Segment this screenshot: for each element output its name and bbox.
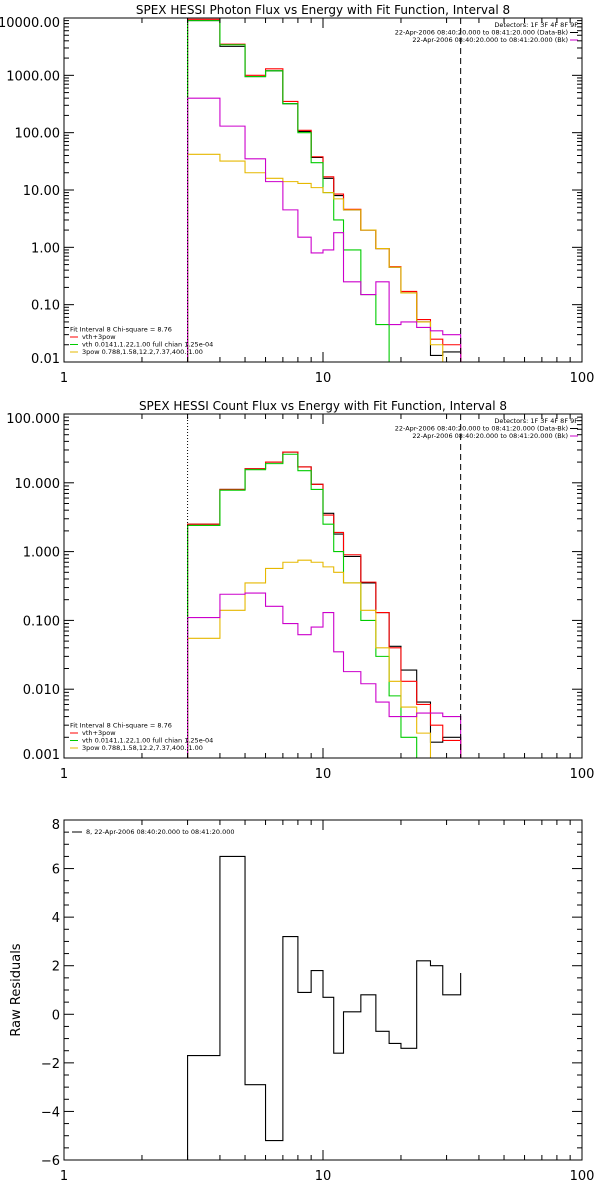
series-line-1 (187, 20, 462, 362)
y-tick-label: 100.00 (15, 127, 61, 142)
x-tick-label: 1 (60, 767, 68, 782)
series-group (187, 855, 462, 1160)
panel-2: SPEX HESSI Count Flux vs Energy with Fit… (6, 399, 595, 782)
y-tick-label: 1.000 (23, 546, 60, 561)
x-tick-label: 100 (570, 1169, 595, 1184)
fit-legend-entry: 3pow 0.788,1.58,12.2,7.37,400.,1.00 (82, 744, 203, 752)
fit-legend-entry: 3pow 0.788,1.58,12.2,7.37,400.,1.00 (82, 348, 203, 356)
y-tick-label: −4 (41, 1105, 60, 1120)
y-tick-label: 0.010 (23, 683, 60, 698)
series-group (187, 451, 462, 758)
series-line-4 (187, 559, 444, 758)
x-tick-label: 10 (315, 1169, 332, 1184)
y-tick-label: 6 (52, 863, 60, 878)
info-line-1: Detectors: 1F 3F 4F 8F 9F (494, 21, 578, 29)
y-tick-label: 1.00 (31, 241, 60, 256)
x-tick-label: 10 (315, 371, 332, 386)
series-line-1 (187, 451, 462, 758)
x-tick-label: 1 (60, 1169, 68, 1184)
panel-3: 1 10 100 −6 −4 −2 0 2 4 6 8 Raw Residuals 8, 22-Apr-… (9, 818, 595, 1184)
series-line-5 (187, 592, 462, 758)
y-tick-label: 0.100 (23, 614, 60, 629)
y-tick-label: 0.001 (23, 748, 60, 763)
x-tick-label: 10 (315, 767, 332, 782)
panel-1: SPEX HESSI Photon Flux vs Energy with Fi… (0, 3, 595, 386)
fit-legend-header: Fit Interval 8 Chi-square = 8.76 (70, 326, 172, 334)
y-tick-label: 4 (52, 911, 60, 926)
x-tick-label: 1 (60, 371, 68, 386)
series-line-2 (187, 451, 462, 758)
y-tick-label: −6 (41, 1154, 60, 1169)
series-line-5 (187, 97, 462, 362)
y-tick-label: 100.000 (6, 412, 60, 427)
residual-legend: 8, 22-Apr-2006 08:40:20.000 to 08:41:20.… (86, 828, 235, 836)
y-tick-label: 8 (52, 818, 60, 833)
fit-legend-entry: vth+3pow (82, 333, 116, 341)
plot-frame (63, 413, 583, 759)
y-tick-label: 10.000 (15, 477, 61, 492)
series-line-4 (187, 153, 462, 362)
info-line-3: 22-Apr-2006 08:40:20.000 to 08:41:20.000… (412, 432, 568, 440)
y-tick-label: −2 (41, 1057, 60, 1072)
chart-title: SPEX HESSI Count Flux vs Energy with Fit… (139, 399, 507, 413)
fit-legend-header: Fit Interval 8 Chi-square = 8.76 (70, 722, 172, 730)
series-line-2 (187, 18, 462, 362)
info-line-3: 22-Apr-2006 08:40:20.000 to 08:41:20.000… (412, 36, 568, 44)
y-axis-label: Raw Residuals (9, 943, 24, 1036)
y-tick-label: 2 (52, 960, 60, 975)
y-tick-label: 10000.00 (0, 16, 60, 31)
series-line-3 (187, 453, 418, 758)
y-tick-label: 0.10 (31, 299, 60, 314)
y-tick-label: 1000.00 (6, 69, 60, 84)
chart-title: SPEX HESSI Photon Flux vs Energy with Fi… (136, 3, 510, 17)
x-tick-label: 100 (570, 371, 595, 386)
series-line-1 (187, 855, 462, 1160)
y-tick-label: 10.00 (23, 184, 60, 199)
fit-legend-entry: vth+3pow (82, 729, 116, 737)
info-line-1: Detectors: 1F 3F 4F 8F 9F (494, 417, 578, 425)
series-group (187, 18, 462, 362)
fit-legend-entry: vth 0.0141,1.22,1.00 full chian 1.25e-04 (82, 341, 213, 349)
fit-legend-entry: vth 0.0141,1.22,1.00 full chian 1.25e-04 (82, 737, 213, 745)
x-tick-label: 100 (570, 767, 595, 782)
y-tick-label: 0 (52, 1008, 60, 1023)
series-line-3 (187, 20, 390, 362)
info-line-2: 22-Apr-2006 08:40:20.000 to 08:41:20.000… (395, 425, 568, 433)
y-tick-label: 0.01 (31, 352, 60, 367)
info-line-2: 22-Apr-2006 08:40:20.000 to 08:41:20.000… (395, 29, 568, 37)
